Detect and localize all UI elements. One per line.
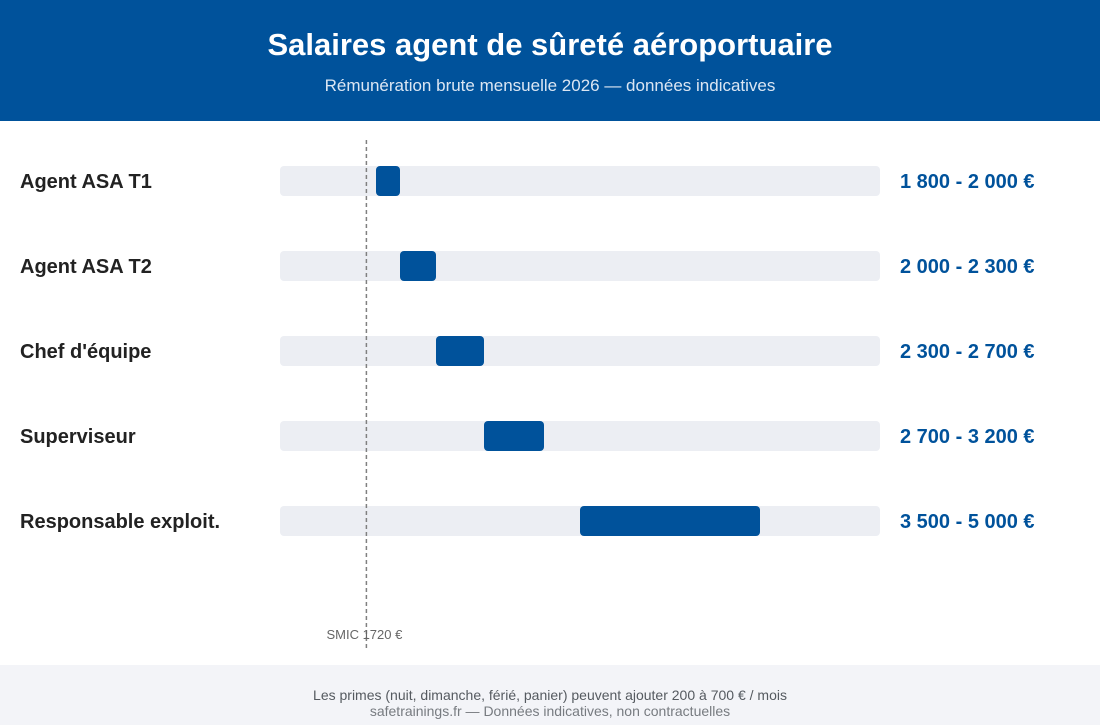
bar-track xyxy=(280,251,880,281)
range-value-label: 1 800 - 2 000 € xyxy=(900,171,1035,193)
range-bar xyxy=(400,251,436,281)
range-value-label: 2 300 - 2 700 € xyxy=(900,341,1035,363)
bar-track xyxy=(280,166,880,196)
category-label: Agent ASA T2 xyxy=(20,256,152,278)
chart-header: Salaires agent de sûreté aéroportuaire R… xyxy=(0,0,1100,121)
category-label: Superviseur xyxy=(20,426,136,448)
salary-range-chart: Agent ASA T1 1 800 - 2 000 € Agent ASA T2 2… xyxy=(20,140,1035,648)
chart-subtitle: Rémunération brute mensuelle 2026 — donn… xyxy=(324,76,776,95)
chart-footer: Les primes (nuit, dimanche, férié, panie… xyxy=(0,665,1100,725)
footer-source: safetrainings.fr — Données indicatives, … xyxy=(369,703,731,719)
category-label: Responsable exploit. xyxy=(20,511,220,533)
range-bar xyxy=(580,506,760,536)
category-label: Chef d'équipe xyxy=(20,341,151,363)
range-value-label: 2 000 - 2 300 € xyxy=(900,256,1035,278)
smic-reference-label: SMIC 1720 € xyxy=(326,627,403,642)
bar-track xyxy=(280,421,880,451)
range-bar xyxy=(376,166,400,196)
footer-note: Les primes (nuit, dimanche, férié, panie… xyxy=(313,687,787,703)
range-bar xyxy=(436,336,484,366)
range-value-label: 2 700 - 3 200 € xyxy=(900,426,1035,448)
range-value-label: 3 500 - 5 000 € xyxy=(900,511,1035,533)
chart-title: Salaires agent de sûreté aéroportuaire xyxy=(267,27,833,62)
bar-track xyxy=(280,336,880,366)
range-bar xyxy=(484,421,544,451)
category-label: Agent ASA T1 xyxy=(20,171,152,193)
